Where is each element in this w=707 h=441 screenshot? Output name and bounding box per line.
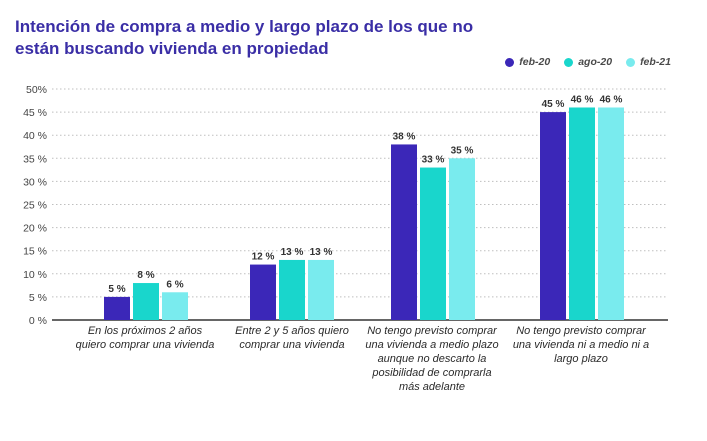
chart-legend: feb-20 ago-20 feb-21 <box>505 56 671 68</box>
data-label: 13 % <box>281 247 304 258</box>
bar-ago-20-cat2 <box>279 259 305 320</box>
x-category-label-3: No tengo previsto comprar una vivienda a… <box>365 325 499 393</box>
chart-title: Intención de compra a medio y largo plaz… <box>15 17 474 58</box>
y-tick-label: 30 % <box>23 176 47 188</box>
y-tick-label: 35 % <box>23 153 47 165</box>
data-label: 5 % <box>108 284 125 295</box>
data-label: 13 % <box>310 247 333 258</box>
data-label: 33 % <box>422 155 445 166</box>
data-label: 12 % <box>252 252 275 263</box>
y-tick-label: 0 % <box>29 315 47 327</box>
bar-ago-20-cat4 <box>569 107 595 320</box>
y-tick-label: 40 % <box>23 130 47 142</box>
legend-item-feb-20: feb-20 <box>505 56 550 68</box>
y-tick-label: 20 % <box>23 223 47 235</box>
legend-swatch-feb-21 <box>626 57 636 67</box>
bar-feb-20-cat2 <box>250 264 276 320</box>
bar-feb-21-cat2 <box>308 259 334 320</box>
bar-feb-21-cat3 <box>449 158 475 320</box>
data-label: 45 % <box>542 99 565 110</box>
bar-feb-20-cat4 <box>540 112 566 320</box>
legend-label-feb-20: feb-20 <box>519 56 551 68</box>
legend-swatch-feb-20 <box>505 57 515 67</box>
legend-item-ago-20: ago-20 <box>564 56 612 68</box>
data-label: 8 % <box>137 270 154 281</box>
y-tick-label: 50% <box>26 84 47 96</box>
bar-feb-20-cat3 <box>391 144 417 320</box>
y-tick-label: 25 % <box>23 200 47 212</box>
data-label: 6 % <box>166 279 183 290</box>
legend-swatch-ago-20 <box>564 57 574 67</box>
bar-ago-20-cat3 <box>420 167 446 320</box>
data-label: 46 % <box>600 94 623 105</box>
x-category-label-4: No tengo previsto comprar una vivienda n… <box>512 325 650 365</box>
bar-feb-21-cat1 <box>162 292 188 320</box>
y-tick-label: 45 % <box>23 107 47 119</box>
legend-item-feb-21: feb-21 <box>626 56 671 68</box>
y-tick-label: 10 % <box>23 269 47 281</box>
y-tick-label: 5 % <box>29 292 47 304</box>
x-category-label-1: En los próximos 2 años quiero comprar un… <box>75 325 215 351</box>
data-label: 46 % <box>571 94 594 105</box>
data-label: 35 % <box>451 145 474 156</box>
bar-feb-21-cat4 <box>598 107 624 320</box>
legend-label-ago-20: ago-20 <box>578 56 613 68</box>
bar-feb-20-cat1 <box>104 296 130 320</box>
legend-label-feb-21: feb-21 <box>640 56 671 68</box>
y-tick-label: 15 % <box>23 246 47 258</box>
data-label: 38 % <box>393 131 416 142</box>
x-category-label-2: Entre 2 y 5 años quiero comprar una vivi… <box>235 325 349 351</box>
bar-ago-20-cat1 <box>133 283 159 320</box>
